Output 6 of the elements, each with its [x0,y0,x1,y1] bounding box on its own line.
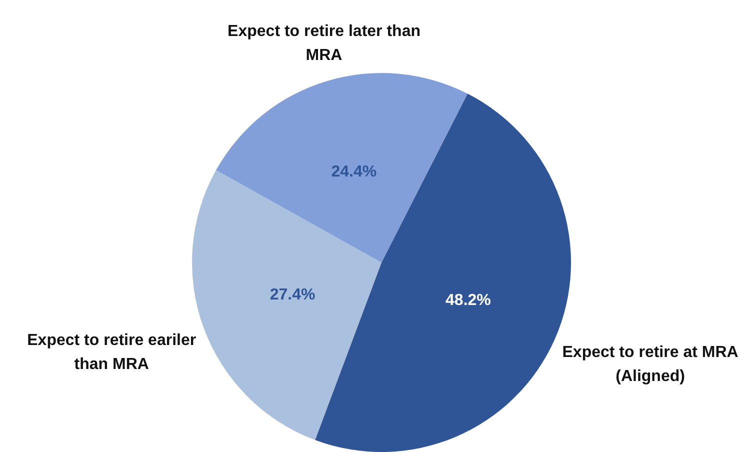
data-label: 27.4% [270,286,316,304]
data-label: 48.2% [446,292,491,310]
slice-label: Expect to retire later than MRA [228,23,420,64]
slice-label: Expect to retire eariler than MRA [27,332,196,374]
slice-label: Expect to retire at MRA (Aligned) [562,344,739,385]
data-label: 24.4% [331,163,377,180]
